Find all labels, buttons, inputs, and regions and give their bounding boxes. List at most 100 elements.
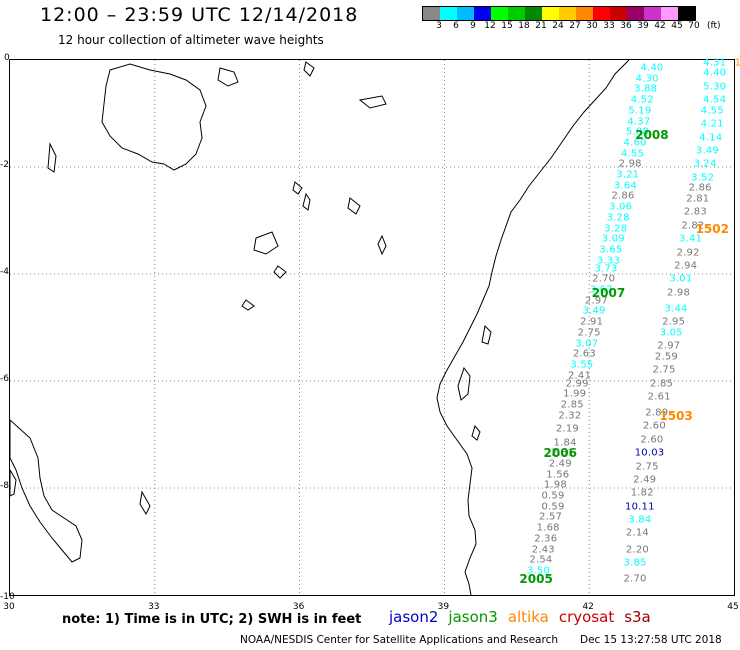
east-africa-coastline — [436, 60, 630, 595]
lake-small-1 — [358, 95, 387, 109]
wave-height-value: 0.59 — [541, 490, 565, 502]
wave-height-value: 2.81 — [686, 193, 710, 205]
lake-rukwa — [253, 231, 279, 255]
wave-height-value: 5.08 — [625, 126, 649, 138]
lake-eyasi — [292, 181, 303, 195]
colorbar-swatch — [508, 7, 525, 20]
island-mafia — [471, 424, 481, 441]
wave-height-value: 4.52 — [630, 94, 654, 106]
wave-height-value: 2.86 — [688, 182, 712, 194]
colorbar-swatch — [627, 7, 644, 20]
wave-height-value: 4.30 — [635, 73, 659, 85]
lake-small-4 — [139, 490, 151, 516]
colorbar-swatch — [661, 7, 678, 20]
wave-height-value: 4.55 — [621, 148, 645, 160]
wave-height-value: 4.54 — [703, 94, 727, 106]
wave-height-value: 2.43 — [531, 544, 555, 556]
colorbar-swatch — [525, 7, 542, 20]
wave-height-value: 3.05 — [659, 327, 683, 339]
colorbar-tick-label: 3 — [436, 21, 442, 31]
wave-height-value: 1.99 — [563, 388, 587, 400]
island-zanzibar — [457, 366, 471, 401]
wave-height-value: 3.28 — [606, 212, 630, 224]
lake-tanganyika — [10, 419, 83, 563]
colorbar-swatch — [593, 7, 610, 20]
colorbar-swatch — [474, 7, 491, 20]
colorbar-tick-label: 12 — [484, 21, 496, 31]
wave-height-value: 1.82 — [630, 487, 654, 499]
pass-number-label: 2005 — [519, 571, 553, 586]
colorbar-tick-label: 30 — [586, 21, 598, 31]
wave-height-value: 4.37 — [627, 116, 651, 128]
wave-height-value: 4.21 — [700, 118, 724, 130]
wave-height-value: 0.59 — [541, 501, 565, 513]
latitude-label: -6 — [0, 374, 9, 384]
wave-height-value: 3.41 — [679, 233, 703, 245]
wave-height-value: 2.63 — [572, 348, 596, 360]
colorbar-swatch — [576, 7, 593, 20]
wave-height-value: 2.92 — [676, 247, 700, 259]
latitude-label: -10 — [0, 592, 15, 602]
wave-height-value: 3.64 — [613, 180, 637, 192]
lake-small-3 — [377, 234, 387, 256]
colorbar-tick-label: 24 — [552, 21, 564, 31]
latitude-label: -2 — [0, 160, 9, 170]
wave-height-value: 2.97 — [657, 340, 681, 352]
wave-height-value: 4.14 — [699, 132, 723, 144]
colorbar-swatch — [678, 7, 695, 20]
wave-height-value: 3.24 — [693, 158, 717, 170]
wave-height-value: 2.19 — [555, 423, 580, 435]
wave-height-value: 2.59 — [654, 351, 678, 363]
colorbar-legend — [422, 6, 696, 21]
colorbar-tick-label: 42 — [654, 21, 666, 31]
colorbar-swatch — [440, 7, 457, 20]
colorbar-tick-label: 45 — [671, 21, 683, 31]
wave-height-value: 5.30 — [703, 81, 727, 93]
satellite-legend-item: altika — [507, 608, 549, 626]
wave-height-value: 2.41 — [567, 370, 592, 382]
wave-height-value: 3.67 — [589, 284, 613, 296]
graticule-grid — [10, 60, 734, 595]
wave-height-value: 3.65 — [599, 244, 623, 256]
longitude-label: 30 — [3, 602, 15, 612]
wave-height-value: 3.01 — [669, 273, 693, 285]
wave-height-value: 2.57 — [539, 511, 563, 523]
wave-height-value: 2.97 — [584, 295, 608, 307]
wave-height-value: 2.36 — [534, 533, 558, 545]
wave-height-value: 2.75 — [635, 461, 659, 473]
wave-height-value: 2.14 — [625, 527, 649, 539]
wave-height-value: 2.70 — [623, 573, 647, 585]
colorbar-swatch — [491, 7, 508, 20]
wave-height-value: 4.40 — [640, 62, 664, 74]
wave-height-value: 2.49 — [548, 458, 572, 470]
wave-height-value: 3.33 — [596, 255, 621, 267]
pass-number-label: 1502 — [695, 221, 729, 236]
wave-height-value: 4.60 — [623, 137, 647, 149]
colorbar-swatch — [610, 7, 627, 20]
wave-height-value: 3.06 — [609, 201, 633, 213]
footer-note: note: 1) Time is in UTC; 2) SWH is in fe… — [62, 612, 362, 627]
colorbar-tick-label: 70 — [688, 21, 700, 31]
colorbar-tick-label: 18 — [518, 21, 530, 31]
wave-height-value: 2.91 — [580, 316, 604, 328]
wave-height-value: 2.70 — [592, 273, 616, 285]
satellite-legend-item: s3a — [624, 608, 651, 626]
pass-number-label: 2008 — [635, 127, 669, 142]
wave-height-value: 2.20 — [625, 544, 649, 556]
wave-height-value: 2.94 — [674, 260, 698, 272]
colorbar-tick-label: 33 — [603, 21, 615, 31]
wave-height-value: 3.49 — [582, 305, 606, 317]
lake-victoria — [101, 63, 207, 171]
wave-height-value: 2.60 — [640, 434, 664, 446]
wave-height-value: 2.95 — [662, 316, 686, 328]
wave-height-value: 3.55 — [570, 359, 594, 371]
wave-height-value: 10.03 — [634, 447, 665, 459]
colorbar-swatch — [423, 7, 440, 20]
map-frame: 4.31 1 4.40 4.40 4.30 5.30 3.88 4.52 4.54 5.19 4.5… — [9, 57, 740, 596]
wave-height-value: 2.98 — [618, 158, 642, 170]
pass-number-label: 1503 — [659, 408, 693, 423]
wave-height-value: 2.61 — [647, 391, 671, 403]
wave-height-value: 2.75 — [652, 364, 676, 376]
lake-natron — [302, 192, 311, 211]
wave-height-value: 1.68 — [536, 522, 560, 534]
